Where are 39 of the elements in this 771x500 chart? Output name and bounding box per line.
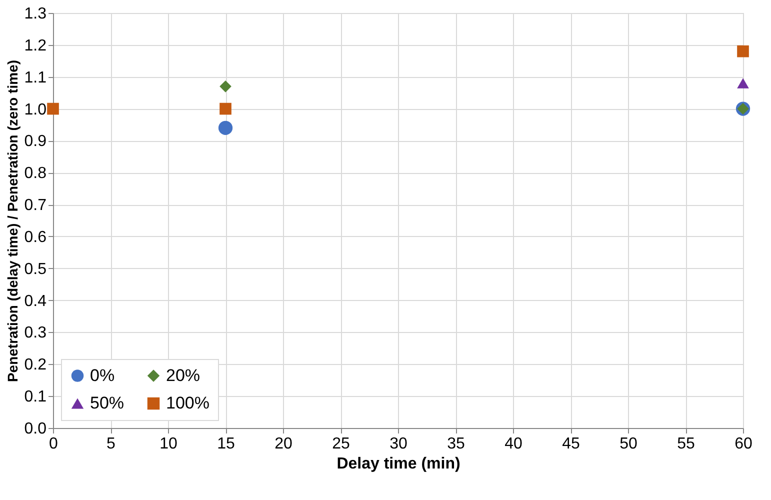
y-tick-label: 1.2: [24, 37, 47, 54]
x-tick-label: 30: [390, 436, 408, 452]
point: [220, 80, 232, 92]
y-tick-label: 0.7: [24, 197, 47, 214]
y-tick-label: 0.3: [24, 324, 47, 342]
x-axis-title: Delay time (min): [336, 456, 460, 472]
x-tick-label: 0: [49, 436, 58, 452]
y-tick-label: 0.1: [24, 388, 47, 406]
legend-label: 0%: [90, 366, 115, 385]
y-tick-label: 0.9: [24, 133, 47, 150]
y-tick-label: 0.5: [24, 260, 47, 278]
x-tick-label: 45: [562, 436, 580, 452]
legend-label: 20%: [166, 366, 200, 385]
legend-label: 50%: [90, 394, 124, 412]
point: [737, 45, 749, 58]
y-tick-label: 0.4: [24, 292, 47, 310]
y-tick-label: 0.8: [24, 165, 47, 182]
point: [737, 78, 749, 88]
y-tick-label: 0.0: [24, 420, 47, 438]
point: [220, 102, 232, 115]
y-tick-label: 0.2: [24, 356, 47, 374]
y-tick-label: 0.6: [24, 228, 47, 246]
x-tick-label: 55: [677, 436, 695, 452]
x-tick-label: 10: [160, 436, 178, 452]
x-tick-label: 5: [106, 436, 116, 452]
point: [47, 102, 59, 115]
x-tick-label: 25: [332, 436, 350, 452]
x-tick-label: 40: [504, 436, 522, 452]
y-tick-label: 1.3: [24, 6, 47, 22]
x-tick-label: 35: [447, 436, 465, 452]
y-tick-label: 1.0: [24, 101, 47, 118]
legend-label: 100%: [166, 394, 210, 412]
x-tick-label: 20: [274, 436, 292, 452]
y-tick-label: 1.1: [24, 69, 47, 86]
point: [218, 120, 233, 135]
x-tick-label: 50: [620, 436, 638, 452]
y-axis-title: Penetration (delay time) / Penetration (zero time): [4, 60, 20, 382]
x-tick-label: 60: [734, 436, 752, 452]
x-tick-label: 15: [217, 436, 235, 452]
